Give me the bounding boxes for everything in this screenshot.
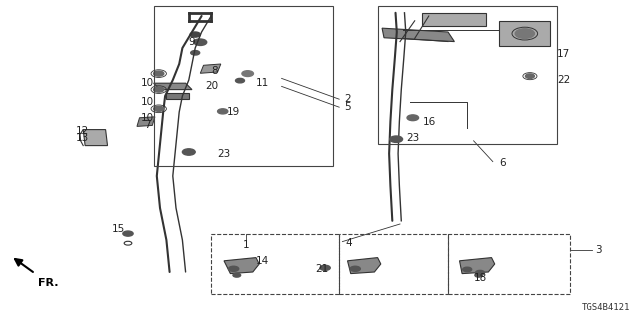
Text: 8: 8 — [211, 66, 218, 76]
Circle shape — [194, 39, 203, 44]
Polygon shape — [460, 258, 495, 274]
Polygon shape — [200, 64, 221, 73]
Circle shape — [154, 87, 164, 92]
Circle shape — [218, 109, 228, 114]
Text: TGS4B4121: TGS4B4121 — [582, 303, 630, 312]
Polygon shape — [154, 83, 192, 90]
Bar — [448, 234, 570, 294]
Circle shape — [475, 273, 483, 277]
Text: FR.: FR. — [38, 278, 59, 288]
Circle shape — [390, 136, 403, 142]
Circle shape — [190, 32, 200, 37]
Text: 15: 15 — [112, 224, 125, 234]
Text: 16: 16 — [422, 116, 436, 127]
Polygon shape — [348, 258, 381, 274]
Bar — [378, 6, 557, 144]
Bar — [339, 234, 448, 294]
Text: 22: 22 — [557, 75, 570, 85]
Polygon shape — [422, 13, 486, 26]
Circle shape — [236, 78, 244, 83]
Circle shape — [233, 273, 241, 277]
Text: 4: 4 — [346, 238, 352, 248]
Text: 6: 6 — [499, 158, 506, 168]
Text: 12: 12 — [76, 126, 89, 136]
Circle shape — [228, 266, 239, 271]
Text: 23: 23 — [218, 148, 231, 159]
Text: 9: 9 — [189, 36, 195, 47]
Text: 10: 10 — [141, 97, 154, 108]
Text: 19: 19 — [227, 107, 241, 117]
Text: 17: 17 — [557, 49, 570, 60]
Text: 10: 10 — [141, 113, 154, 124]
Circle shape — [154, 106, 164, 111]
Bar — [211, 234, 339, 294]
Polygon shape — [224, 258, 259, 274]
Text: 21: 21 — [315, 264, 328, 274]
Bar — [154, 6, 333, 166]
Circle shape — [154, 71, 164, 76]
Circle shape — [407, 115, 419, 121]
Text: 11: 11 — [256, 78, 269, 88]
Circle shape — [194, 39, 207, 45]
Polygon shape — [137, 117, 155, 126]
Circle shape — [191, 51, 200, 55]
Circle shape — [476, 270, 484, 275]
Text: 5: 5 — [344, 102, 351, 112]
Text: 7: 7 — [144, 120, 150, 130]
Circle shape — [515, 29, 534, 38]
Text: 1: 1 — [243, 240, 250, 250]
Polygon shape — [382, 28, 454, 42]
Text: 10: 10 — [141, 78, 154, 88]
Circle shape — [525, 74, 534, 78]
Circle shape — [463, 267, 472, 272]
Circle shape — [182, 149, 195, 155]
Text: 13: 13 — [76, 132, 89, 143]
Circle shape — [123, 231, 133, 236]
Text: 14: 14 — [256, 256, 269, 266]
Circle shape — [320, 265, 330, 270]
Text: 2: 2 — [344, 94, 351, 104]
Text: 3: 3 — [595, 244, 602, 255]
Text: 20: 20 — [205, 81, 218, 92]
Polygon shape — [499, 21, 550, 46]
Polygon shape — [166, 93, 189, 99]
Circle shape — [350, 266, 360, 271]
Text: 18: 18 — [474, 273, 487, 283]
Text: 23: 23 — [406, 132, 420, 143]
Circle shape — [242, 71, 253, 76]
Polygon shape — [83, 130, 108, 146]
